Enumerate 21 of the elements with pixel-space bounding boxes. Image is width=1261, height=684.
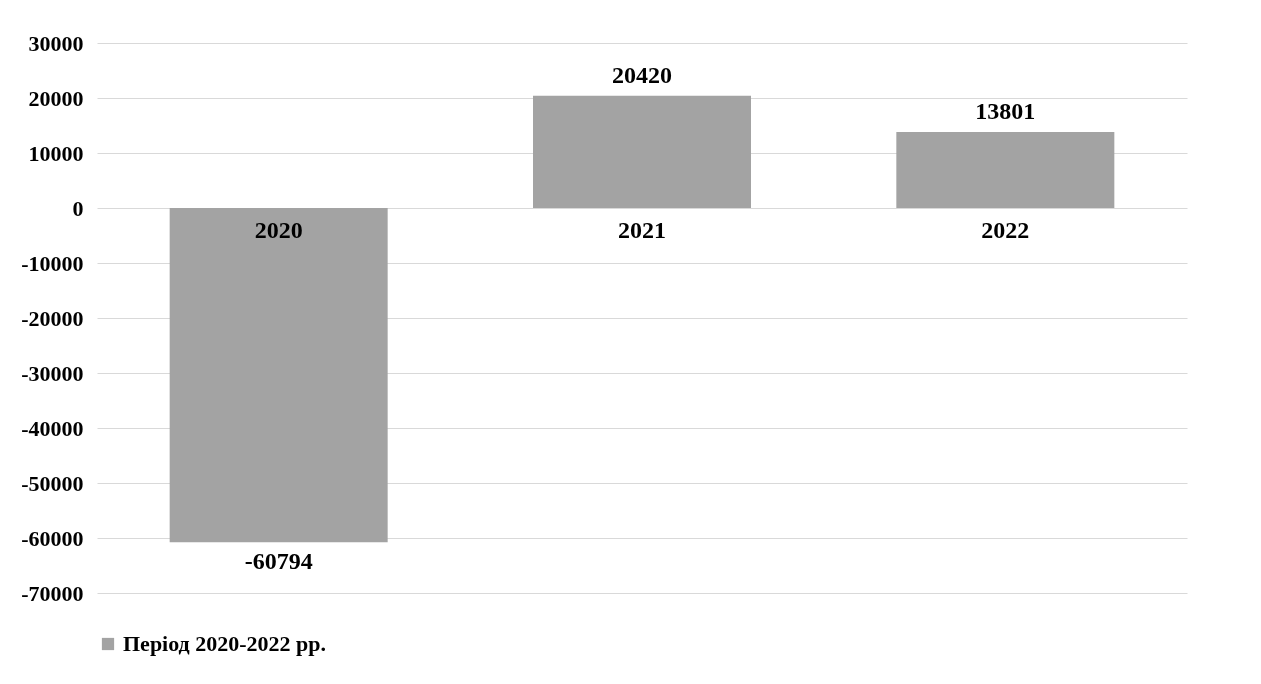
bar [533, 95, 751, 208]
x-tick-label: 2022 [981, 216, 1030, 243]
y-tick-label: -50000 [21, 470, 84, 496]
bar [169, 208, 388, 543]
data-label: 13801 [975, 98, 1036, 125]
data-label: -60794 [244, 548, 313, 575]
y-tick-label: -30000 [21, 360, 84, 386]
y-tick-label: 20000 [28, 85, 84, 111]
y-tick-label: 0 [72, 195, 84, 221]
y-tick-label: 10000 [28, 140, 84, 166]
y-tick-label: -40000 [21, 415, 84, 441]
y-tick-label: -70000 [21, 580, 84, 606]
legend-label: Період 2020-2022 рр. [123, 631, 327, 656]
y-tick-label: -20000 [21, 305, 84, 331]
x-tick-label: 2021 [618, 216, 666, 243]
y-tick-label: -10000 [21, 250, 84, 276]
bar [896, 132, 1115, 208]
y-tick-label: -60000 [21, 525, 84, 551]
x-tick-label: 2020 [254, 216, 303, 243]
y-tick-label: 30000 [28, 30, 84, 56]
data-label: 20420 [612, 61, 672, 88]
